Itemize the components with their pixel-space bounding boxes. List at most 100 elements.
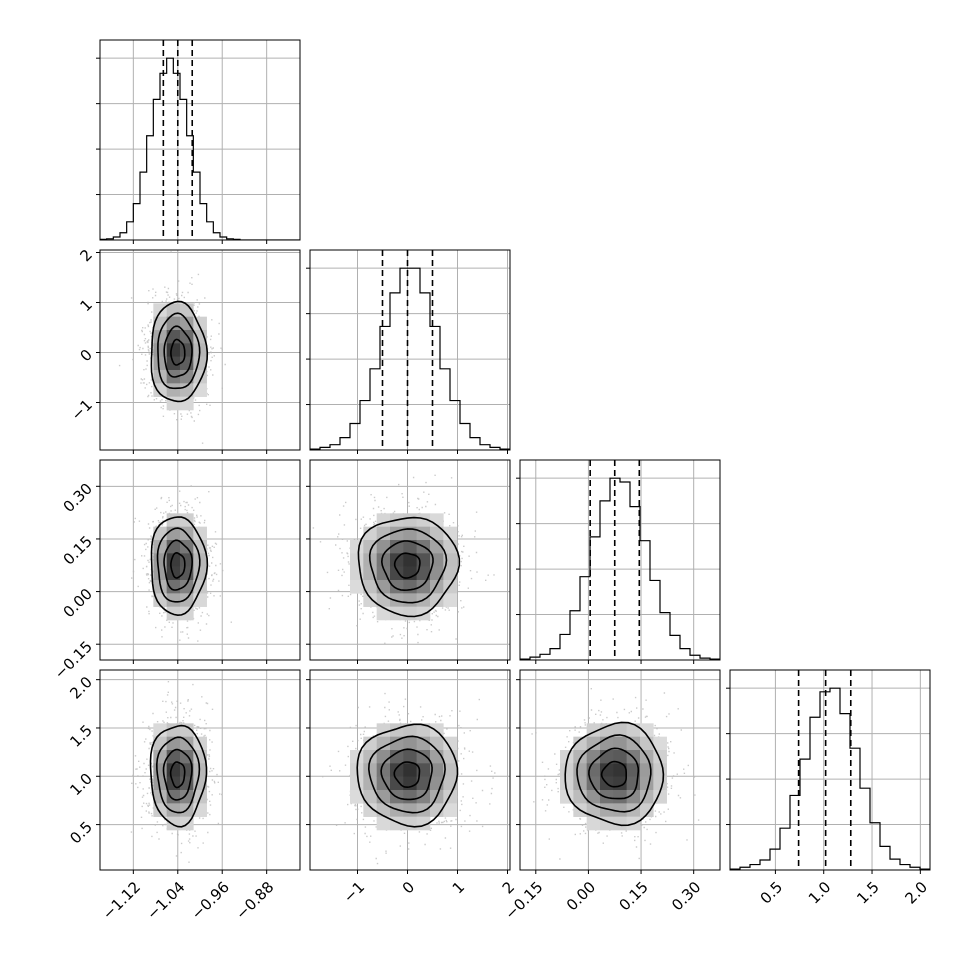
panel-plot-area	[310, 250, 510, 450]
panel-plot-area	[730, 670, 930, 870]
density-cell	[153, 566, 167, 581]
density-contour-3	[393, 761, 421, 789]
panel-plot-area	[100, 40, 300, 240]
density-cell	[416, 566, 431, 581]
density-cell	[640, 723, 654, 737]
density-cell	[626, 763, 641, 777]
x-tick-label: −1	[340, 878, 368, 906]
x-tick-label: −1.12	[99, 878, 144, 923]
panel-frame	[729, 669, 931, 871]
scatter-panel-2-1	[306, 459, 511, 664]
panel-frame	[99, 669, 301, 871]
density-cell	[403, 736, 417, 751]
scatter-points	[131, 485, 232, 642]
density-cell	[376, 553, 391, 567]
panel-plot-area	[100, 670, 300, 870]
density-cell	[626, 736, 641, 751]
density-cell	[180, 606, 194, 621]
y-tick-label: 0.15	[60, 532, 96, 568]
density-cell	[193, 763, 207, 777]
density-cell	[166, 816, 181, 831]
density-cell	[376, 526, 391, 541]
density-cell	[430, 526, 444, 541]
density-cell	[573, 790, 587, 804]
panel-frame	[309, 459, 511, 661]
y-tick-label: 0	[77, 346, 96, 365]
density-cell	[613, 736, 627, 751]
density-cell	[586, 790, 601, 804]
panel-frame	[99, 39, 301, 241]
density-cell	[166, 803, 181, 817]
density-cell	[390, 580, 404, 594]
scatter-panel-3-2: −0.15 0.00 0.15 0.30	[501, 669, 721, 923]
density-cell	[430, 540, 444, 554]
x-tick-label: 2.0	[901, 878, 931, 908]
density-cell	[586, 776, 601, 791]
density-cell	[376, 736, 391, 751]
density-cell	[390, 566, 404, 581]
histogram-step	[310, 267, 510, 450]
density-cell	[376, 540, 391, 554]
density-contour-2	[163, 325, 193, 378]
density-cell	[613, 790, 627, 804]
density-cell	[403, 750, 417, 764]
density-cell	[403, 776, 417, 791]
histogram-step	[730, 687, 930, 870]
panel-frame	[309, 669, 511, 871]
density-cell	[613, 750, 627, 764]
density-cell	[363, 763, 377, 777]
density-cell	[600, 803, 614, 817]
density-cell	[416, 513, 431, 527]
density-cell	[600, 763, 614, 777]
density-cell	[403, 790, 417, 804]
density-cell	[363, 580, 377, 594]
x-tick-label: −1.04	[143, 878, 188, 923]
density-cell	[350, 580, 364, 594]
density-cell	[613, 723, 627, 737]
density-cell	[153, 303, 167, 317]
density-contour-1	[368, 528, 448, 604]
density-cell	[403, 540, 417, 554]
x-tick-label: −0.88	[232, 878, 277, 923]
density-cell	[403, 580, 417, 594]
density-cell	[653, 776, 667, 791]
panel-plot-area	[310, 460, 510, 660]
density-contour-3	[170, 338, 186, 366]
density-cell	[403, 566, 417, 581]
density-cell	[180, 790, 194, 804]
density-cell	[416, 580, 431, 594]
density-cell	[350, 790, 364, 804]
panel-frame	[519, 459, 721, 661]
density-contour-0	[356, 723, 459, 828]
density-cell	[613, 816, 627, 831]
density-cell	[153, 383, 167, 397]
density-cell	[166, 343, 181, 357]
density-cell	[363, 790, 377, 804]
density-cell	[390, 553, 404, 567]
density-cell	[403, 803, 417, 817]
y-tick-label: 2.0	[66, 673, 96, 703]
density-cell	[416, 553, 431, 567]
histogram-step	[100, 57, 300, 240]
density-cell	[403, 723, 417, 737]
density-cell	[390, 776, 404, 791]
density-cell	[390, 736, 404, 751]
density-contour-0	[149, 724, 208, 828]
density-cell	[350, 750, 364, 764]
density-cell	[350, 776, 364, 791]
density-contour-2	[163, 539, 194, 591]
density-cell	[390, 750, 404, 764]
density-cell	[403, 593, 417, 607]
density-cell	[416, 723, 431, 737]
density-cell	[363, 803, 377, 817]
y-tick-label: 2	[77, 246, 96, 265]
density-cell	[443, 736, 457, 751]
density-cell	[560, 776, 574, 791]
density-cell	[443, 526, 457, 541]
density-cell	[153, 330, 167, 344]
density-cell	[416, 790, 431, 804]
density-contour-2	[162, 748, 193, 801]
density-cell	[180, 303, 194, 317]
density-cell	[363, 526, 377, 541]
panel-frame	[309, 249, 511, 451]
